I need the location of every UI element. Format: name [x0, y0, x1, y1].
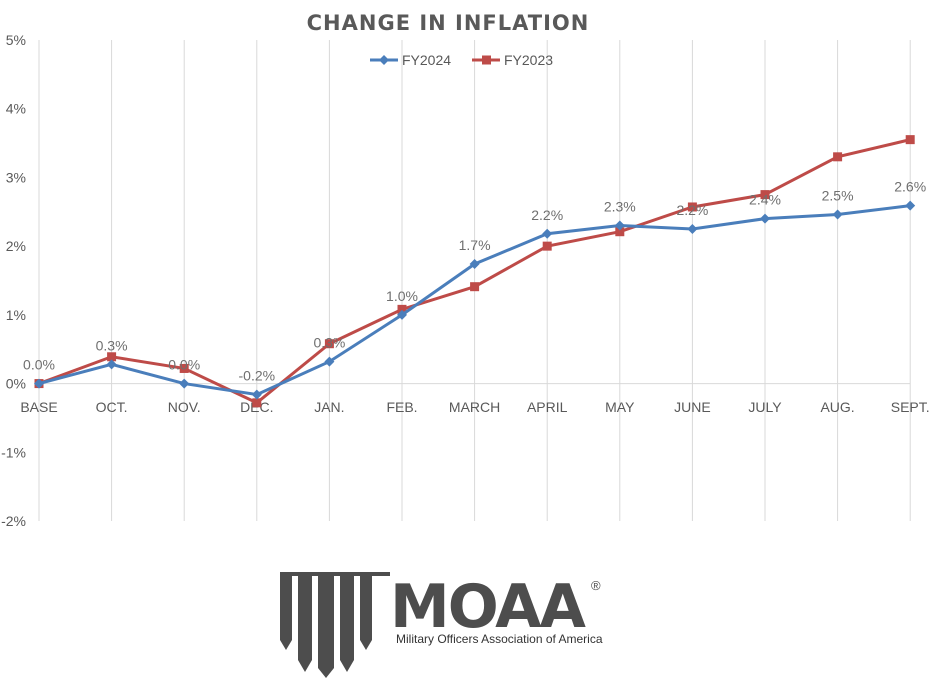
data-point: [107, 352, 117, 362]
data-label: 1.0%: [386, 288, 418, 304]
x-tick-label: MAY: [605, 399, 635, 415]
data-point: [833, 152, 843, 162]
x-tick-label: APRIL: [527, 399, 568, 415]
x-tick-label: AUG.: [820, 399, 854, 415]
data-point: [397, 309, 407, 320]
x-tick-label: SEPT.: [891, 399, 930, 415]
logo-tagline: Military Officers Association of America: [396, 632, 603, 646]
data-point: [251, 389, 262, 400]
data-point: [615, 227, 625, 237]
data-point: [687, 223, 698, 234]
legend-marker: [379, 55, 389, 65]
data-point: [905, 200, 916, 211]
x-tick-label: JAN.: [314, 399, 344, 415]
y-tick-label: 4%: [6, 101, 26, 117]
data-label: 2.2%: [676, 202, 708, 218]
legend-label: FY2024: [402, 52, 451, 68]
data-point: [252, 398, 262, 408]
data-label: 2.3%: [604, 199, 636, 215]
data-label: 0.0%: [23, 357, 55, 373]
data-point: [470, 282, 480, 292]
data-label: 2.6%: [894, 179, 926, 195]
x-tick-label: MARCH: [449, 399, 500, 415]
x-tick-label: BASE: [20, 399, 57, 415]
y-tick-label: 1%: [6, 307, 26, 323]
data-label: 1.7%: [459, 237, 491, 253]
data-label: 0.3%: [313, 335, 345, 351]
data-label: 2.5%: [822, 188, 854, 204]
data-label: 2.4%: [749, 192, 781, 208]
legend-label: FY2023: [504, 52, 553, 68]
x-tick-label: JULY: [748, 399, 782, 415]
moaa-logo: MOAA ® Military Officers Association of …: [280, 572, 603, 678]
chart-title: CHANGE IN INFLATION: [307, 11, 590, 35]
y-tick-label: 2%: [6, 238, 26, 254]
data-point: [614, 220, 625, 231]
data-label: 0.0%: [168, 357, 200, 373]
data-point: [542, 228, 553, 239]
x-tick-label: JUNE: [674, 399, 711, 415]
data-label: 0.3%: [96, 337, 128, 353]
registered-mark: ®: [591, 578, 601, 593]
y-tick-label: 5%: [6, 32, 26, 48]
data-point: [469, 259, 480, 270]
y-tick-label: -2%: [1, 513, 26, 529]
logo-wordmark: MOAA: [390, 572, 587, 642]
data-point: [832, 209, 843, 220]
data-point: [687, 202, 697, 212]
y-tick-label: 3%: [6, 169, 26, 185]
legend-marker: [482, 55, 491, 65]
data-label: -0.2%: [239, 368, 276, 384]
data-point: [905, 135, 915, 145]
x-tick-label: NOV.: [168, 399, 201, 415]
y-tick-label: -1%: [1, 444, 26, 460]
data-label: 2.2%: [531, 207, 563, 223]
data-point: [179, 363, 189, 373]
data-point: [324, 339, 334, 349]
data-point: [760, 190, 770, 200]
line-chart: CHANGE IN INFLATION -2% -1% 0% 1% 2% 3% 4% 5% B…: [1, 11, 930, 529]
data-point: [542, 241, 552, 251]
data-point: [760, 213, 770, 224]
data-point: [397, 304, 407, 314]
data-point: [34, 378, 44, 389]
data-point: [106, 359, 117, 370]
x-tick-label: OCT.: [96, 399, 128, 415]
y-tick-label: 0%: [6, 376, 26, 392]
data-point: [179, 378, 190, 389]
x-tick-label: FEB.: [386, 399, 417, 415]
data-point: [324, 356, 335, 367]
